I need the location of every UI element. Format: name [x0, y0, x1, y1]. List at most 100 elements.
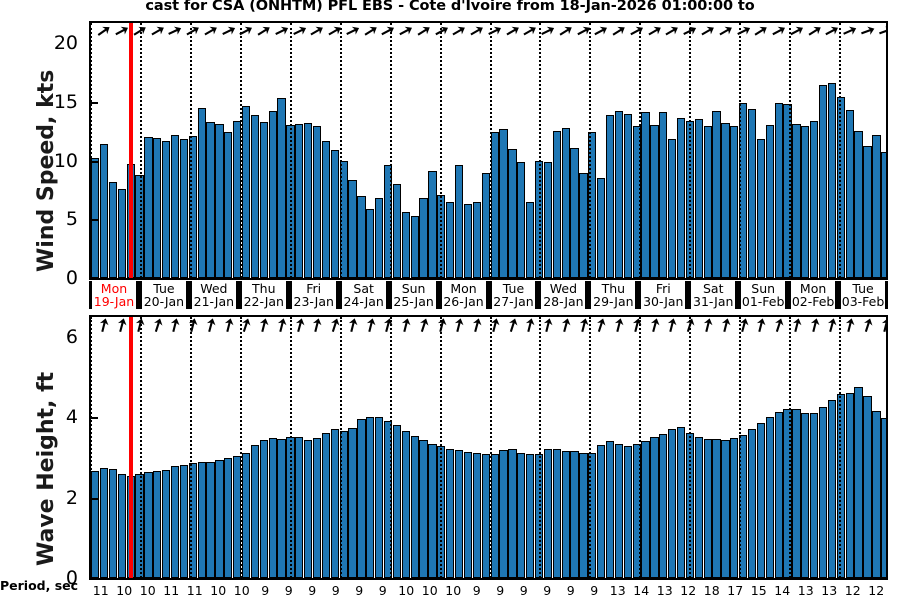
wind-direction-arrow-icon [558, 23, 574, 39]
bar [321, 140, 331, 278]
day-gridline [589, 23, 592, 278]
bar [428, 171, 437, 278]
wind-direction-arrow-icon [700, 23, 716, 39]
bar [206, 121, 215, 278]
wind-direction-arrow-icon [824, 23, 840, 39]
bar [170, 134, 180, 278]
y-tick-label: 6 [65, 326, 78, 348]
period-value: 12 [680, 583, 697, 598]
bar [774, 411, 783, 578]
day-gridline [389, 23, 392, 278]
bar [508, 449, 517, 578]
wave-direction-arrow-icon [629, 317, 645, 333]
wave-direction-arrow-icon [203, 317, 219, 333]
bar [153, 471, 162, 578]
day-gridline [489, 317, 492, 578]
bar [756, 139, 766, 278]
bar [517, 161, 526, 278]
y-tick-label: 15 [53, 90, 78, 113]
bar [91, 158, 100, 278]
bar [375, 417, 384, 578]
wave-direction-arrow-icon [96, 317, 112, 333]
date-label-19-jan: Mon 19-Jan [89, 281, 139, 309]
day-gridline [139, 23, 142, 278]
day-gridline [139, 317, 142, 578]
chart-title: cast for CSA (ONHTM) PFL EBS - Cote d'Iv… [145, 0, 755, 14]
y-tick-mark [89, 219, 98, 222]
period-axis-label: Period, sec [0, 578, 79, 593]
wave-direction-arrow-icon [363, 317, 379, 333]
bar [721, 122, 730, 278]
wave-height-panel [89, 315, 888, 580]
bar [597, 178, 606, 278]
day-date: 22-Jan [243, 294, 284, 309]
day-of-week: Mon [100, 281, 128, 296]
wind-speed-panel [89, 21, 888, 280]
wind-direction-arrow-icon [398, 23, 414, 39]
bar [650, 125, 659, 278]
wind-direction-arrow-icon [682, 23, 698, 39]
period-value: 11 [92, 583, 109, 598]
bar [650, 437, 659, 578]
wave-direction-arrow-icon [185, 317, 201, 333]
bar [543, 161, 553, 278]
day-date: 21-Jan [193, 294, 235, 309]
bar [659, 112, 668, 278]
bar [881, 152, 886, 278]
wave-direction-arrow-icon [753, 317, 769, 333]
bar [463, 451, 473, 578]
bar [641, 112, 650, 278]
bar [818, 85, 828, 278]
period-value: 14 [633, 583, 650, 598]
bar [543, 448, 553, 578]
current-time-marker [128, 23, 133, 278]
wind-direction-arrow-icon [416, 23, 432, 39]
bar [419, 439, 428, 578]
wave-direction-arrow-icon [416, 317, 432, 333]
period-value: 15 [750, 583, 767, 598]
period-value: 9 [519, 583, 528, 598]
wave-direction-arrow-icon [434, 317, 450, 333]
day-gridline [639, 23, 642, 278]
bar [250, 114, 260, 278]
wave-direction-arrow-icon [558, 317, 574, 333]
bar [694, 119, 703, 278]
bar [552, 131, 561, 278]
wind-direction-arrow-icon [807, 23, 823, 39]
bar [517, 453, 526, 578]
period-value: 11 [186, 583, 203, 598]
y-tick-mark [89, 160, 98, 163]
day-date: 26-Jan [443, 294, 484, 309]
day-of-week: Fri [655, 281, 671, 296]
day-of-week: Sun [401, 281, 426, 296]
day-of-week: Mon [450, 281, 477, 296]
bar [845, 393, 854, 578]
wave-direction-arrow-icon [522, 317, 538, 333]
bar [854, 131, 863, 278]
bar [259, 121, 268, 278]
day-gridline [839, 23, 842, 278]
day-date: 31-Jan [693, 294, 734, 309]
wind-direction-arrow-icon [736, 23, 752, 39]
wind-direction-arrow-icon [434, 23, 450, 39]
wave-direction-arrow-icon [682, 317, 698, 333]
bar [348, 427, 357, 578]
bar [304, 439, 313, 578]
date-label-27-jan: Tue 27-Jan [488, 281, 539, 309]
bar [597, 445, 606, 578]
bar [357, 418, 366, 578]
bar [605, 441, 615, 578]
wind-direction-arrow-icon [256, 23, 272, 39]
wind-direction-arrow-icon [505, 23, 521, 39]
wave-direction-arrow-icon [398, 317, 414, 333]
period-value: 18 [703, 583, 720, 598]
bar [614, 111, 624, 278]
period-value: 11 [163, 583, 180, 598]
day-gridline [339, 317, 342, 578]
bar [623, 113, 632, 278]
wind-direction-arrow-icon [611, 23, 627, 39]
bar [810, 120, 819, 278]
bar [801, 413, 810, 578]
wave-direction-arrow-icon [167, 317, 183, 333]
